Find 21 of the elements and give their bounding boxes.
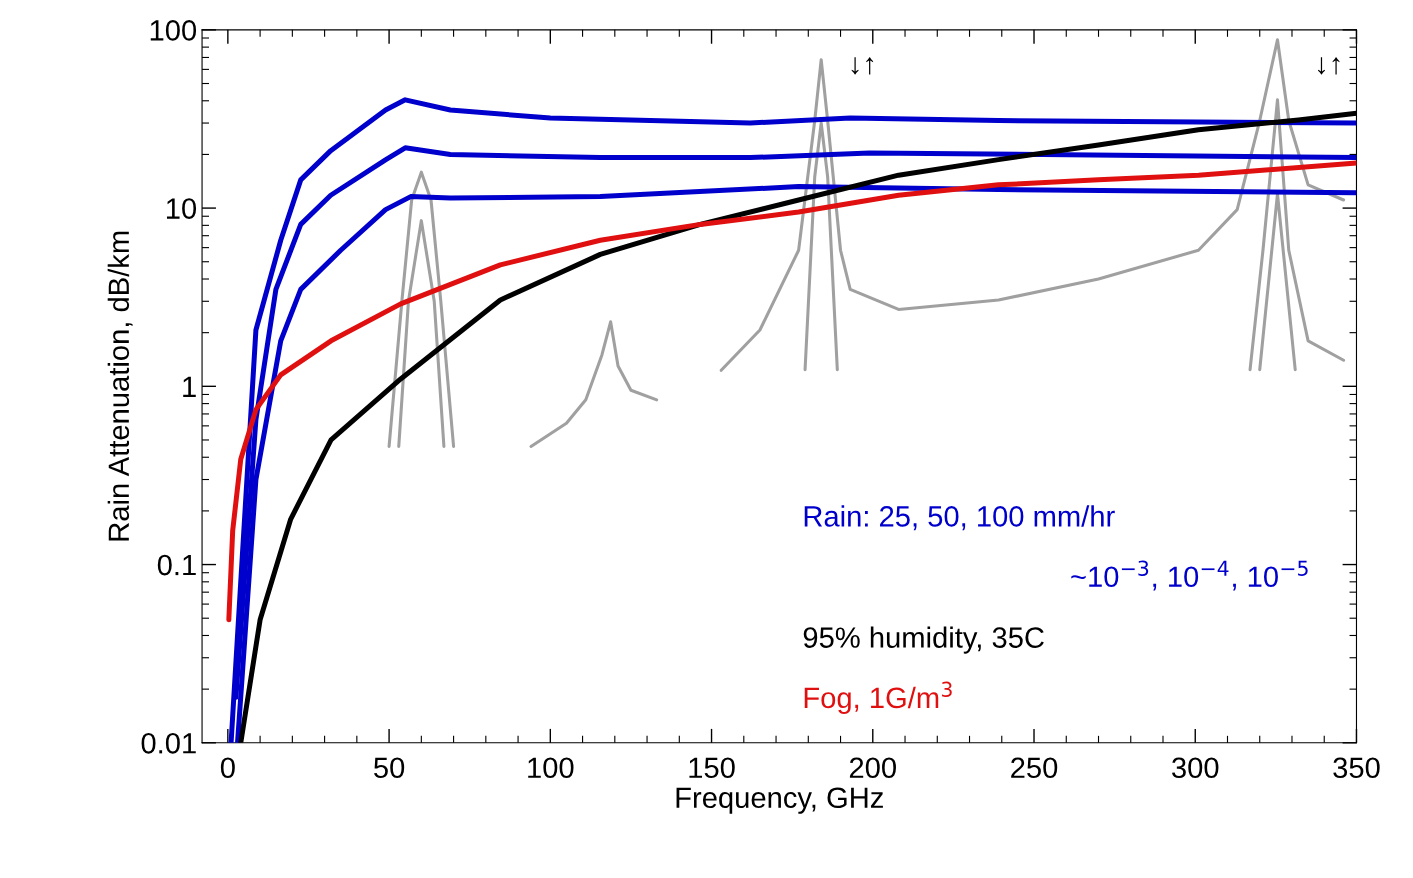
x-tick-label: 150 bbox=[689, 757, 735, 779]
x-tick-label: 300 bbox=[1172, 757, 1219, 779]
annotation: ↓↑ bbox=[1318, 57, 1340, 75]
annotation: Rain: 25, 50, 100 mm/hr bbox=[804, 505, 1115, 531]
text: Fog, 1G/m$^{3}$ bbox=[804, 681, 952, 714]
y-tick-label: 10 bbox=[166, 198, 197, 219]
y-tick-label: 100 bbox=[150, 20, 197, 41]
y-tick-label: 0.01 bbox=[141, 732, 196, 754]
annotation: ~10$^{−3}$, 10$^{−4}$, 10$^{−5}$ bbox=[1071, 560, 1308, 591]
y-tick-label: 0.1 bbox=[157, 554, 196, 576]
x-tick-label: 100 bbox=[528, 757, 574, 779]
x-tick-label: 250 bbox=[1011, 757, 1058, 779]
text: 95% humidity, 35C bbox=[803, 626, 1044, 654]
x-tick-label: 0 bbox=[220, 757, 235, 779]
y-axis-title: Rain Attenuation, dB/km bbox=[107, 231, 133, 541]
x-tick-label: 50 bbox=[374, 757, 405, 779]
x-tick-label: 350 bbox=[1333, 757, 1380, 779]
annotation: ↓↑ bbox=[851, 57, 874, 75]
y-tick-label: 1 bbox=[183, 376, 196, 397]
x-tick-label: 200 bbox=[849, 757, 896, 779]
x-axis-title: Frequency, GHz bbox=[676, 787, 883, 814]
